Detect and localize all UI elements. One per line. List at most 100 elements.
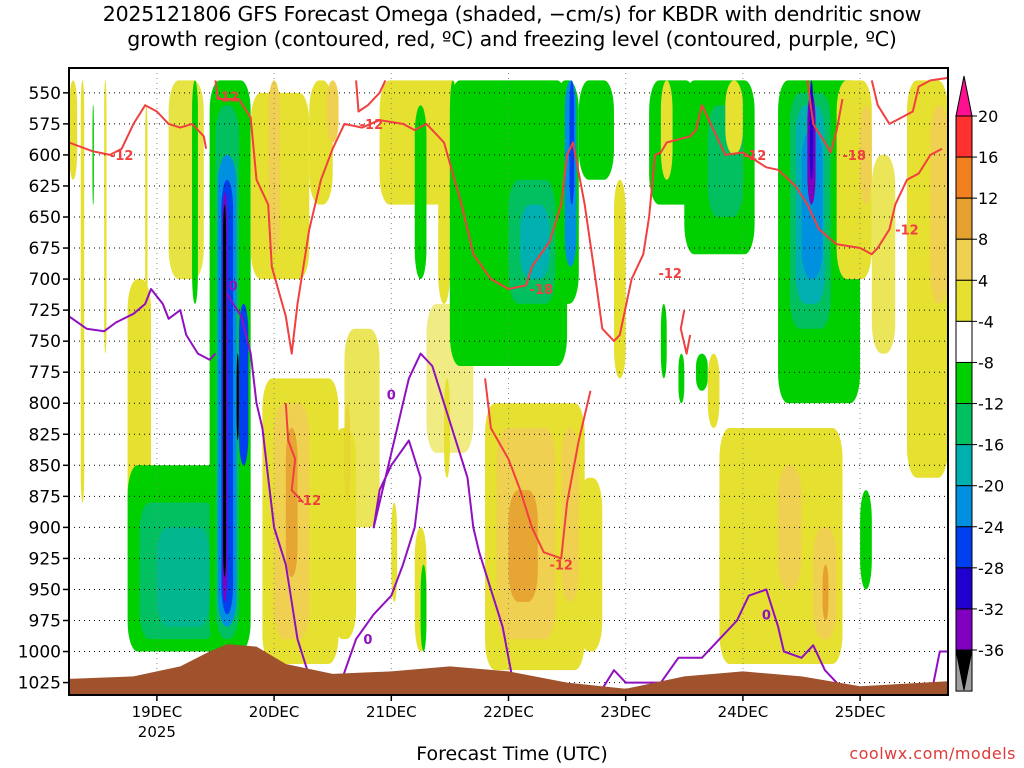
y-tick-label-875: 875 xyxy=(29,487,61,507)
terrain-layer xyxy=(69,644,948,695)
x-tick-label-20DEC: 20DEC xyxy=(249,703,300,721)
colorbar-band-5 xyxy=(955,320,973,363)
freezing-label-1: 0 xyxy=(229,279,238,294)
y-tick-label-975: 975 xyxy=(29,612,61,632)
y-tick-label-725: 725 xyxy=(29,301,61,321)
snow-growth-contour-b xyxy=(214,80,943,355)
colorbar-label-3: 8 xyxy=(978,230,988,249)
title-line-1: 2025121806 GFS Forecast Omega (shaded, −… xyxy=(102,2,922,26)
y-tick-label-900: 900 xyxy=(29,518,61,538)
omega-shade-cell-16 xyxy=(223,204,227,578)
y-tick-label-750: 750 xyxy=(29,332,61,352)
snow-growth-contour-a xyxy=(68,104,208,156)
omega-shade-cell-59 xyxy=(725,80,743,155)
y-tick-label-675: 675 xyxy=(29,239,61,259)
credit-link[interactable]: coolwx.com/models xyxy=(849,744,1016,763)
omega-shade-cell-30 xyxy=(414,105,427,280)
y-tick-label-800: 800 xyxy=(29,394,61,414)
contour-label-9: -12 xyxy=(298,494,322,509)
snow-growth-contour-d xyxy=(870,76,949,125)
colorbar-label-12: -32 xyxy=(978,600,1004,619)
colorbar-label-11: -28 xyxy=(978,559,1004,578)
omega-shade-cell-18 xyxy=(238,303,249,466)
contour-label-8: -12 xyxy=(895,223,919,238)
y-tick-label-950: 950 xyxy=(29,580,61,600)
freezing-contour-c xyxy=(337,352,516,690)
snow-growth-contour-h xyxy=(679,309,692,355)
colorbar: 20 16 12 8 4 -4 -8 -12 -16 -20 -24 -28 -32 -36 xyxy=(955,75,1004,692)
colorbar-top-arrow xyxy=(955,75,973,117)
omega-shade-cell-75 xyxy=(871,154,896,354)
colorbar-label-0: 20 xyxy=(978,107,998,126)
omega-shade-cell-28 xyxy=(344,328,380,528)
omega-shade-cell-60 xyxy=(696,353,708,391)
contour-label-3: -12 xyxy=(360,118,384,133)
contour-label-2: -12 xyxy=(215,91,239,106)
colorbar-band-1 xyxy=(955,156,973,199)
omega-shade-cell-45 xyxy=(569,80,575,205)
y-tick-label-650: 650 xyxy=(29,208,61,228)
y-tick-label-600: 600 xyxy=(29,146,61,166)
colorbar-label-7: -12 xyxy=(978,395,1004,414)
omega-shade-cell-42 xyxy=(520,204,550,280)
omega-shade-cell-8 xyxy=(156,527,210,627)
snow-growth-contour-c xyxy=(355,79,387,113)
contour-label-5: -12 xyxy=(658,267,682,282)
omega-shade-cell-54 xyxy=(660,80,673,180)
colorbar-label-1: 16 xyxy=(978,148,998,167)
title-line-2: growth region (contoured, red, ºC) and f… xyxy=(127,27,897,51)
x-tick-label-23DEC: 23DEC xyxy=(600,703,651,721)
omega-shade-cell-2 xyxy=(104,80,107,354)
y-tick-label-1000: 1000 xyxy=(18,643,61,663)
colorbar-label-5: -4 xyxy=(978,312,994,331)
colorbar-band-9 xyxy=(955,485,973,528)
x-tick-label-21DEC: 21DEC xyxy=(366,703,417,721)
colorbar-label-9: -20 xyxy=(978,477,1004,496)
y-tick-label-925: 925 xyxy=(29,549,61,569)
x-tick-year-label: 2025 xyxy=(138,723,176,741)
omega-shade-cell-3 xyxy=(92,105,94,205)
colorbar-band-10 xyxy=(955,526,973,569)
x-tick-label-25DEC: 25DEC xyxy=(835,703,886,721)
freezing-contour-d xyxy=(601,588,844,690)
y-tick-label-575: 575 xyxy=(29,115,61,135)
omega-shade-cell-17 xyxy=(236,353,239,441)
freezing-label-3: 0 xyxy=(363,633,372,648)
chart-title: 2025121806 GFS Forecast Omega (shaded, −… xyxy=(0,2,1024,52)
omega-shade-cell-55 xyxy=(660,303,667,379)
omega-shade-cell-50 xyxy=(508,490,538,602)
y-tick-label-775: 775 xyxy=(29,363,61,383)
x-axis-label: Forecast Time (UTC) xyxy=(416,743,608,765)
y-tick-label-850: 850 xyxy=(29,456,61,476)
colorbar-label-4: 4 xyxy=(978,271,988,290)
x-tick-label-22DEC: 22DEC xyxy=(483,703,534,721)
colorbar-label-8: -16 xyxy=(978,436,1004,455)
freezing-contour-b xyxy=(226,293,322,690)
contour-label-6: -12 xyxy=(743,149,767,164)
snow-growth-contour-g xyxy=(484,378,592,560)
y-tick-label-550: 550 xyxy=(29,84,61,104)
colorbar-band-6 xyxy=(955,361,973,405)
colorbar-label-13: -36 xyxy=(978,641,1004,660)
freezing-contour-a xyxy=(68,288,217,361)
y-tick-label-1025: 1025 xyxy=(18,674,61,694)
omega-shade-cell-70 xyxy=(801,130,823,280)
omega-shade-cell-0 xyxy=(69,80,78,180)
omega-shade-cell-66 xyxy=(822,564,829,621)
colorbar-label-6: -8 xyxy=(978,353,994,372)
snow-growth-contour-e xyxy=(806,80,844,154)
colorbar-band-12 xyxy=(955,608,973,651)
omega-shade-cell-9 xyxy=(168,80,204,280)
omega-shade-cell-78 xyxy=(860,490,872,590)
contour-label-1: -12 xyxy=(110,149,134,164)
omega-shade-cell-10 xyxy=(192,80,198,304)
colorbar-band-8 xyxy=(955,444,973,487)
colorbar-label-2: 12 xyxy=(978,189,998,208)
omega-shade-cell-20 xyxy=(268,80,280,255)
axes-layer: 550 575 600 625 650 675 700 725 750 775 800 825 850 8… xyxy=(18,67,949,741)
y-tick-label-700: 700 xyxy=(29,270,61,290)
colorbar-band-3 xyxy=(955,238,973,281)
omega-shade-cell-22 xyxy=(326,80,339,143)
x-tick-label-24DEC: 24DEC xyxy=(718,703,769,721)
freezing-label-2: 0 xyxy=(387,389,396,404)
